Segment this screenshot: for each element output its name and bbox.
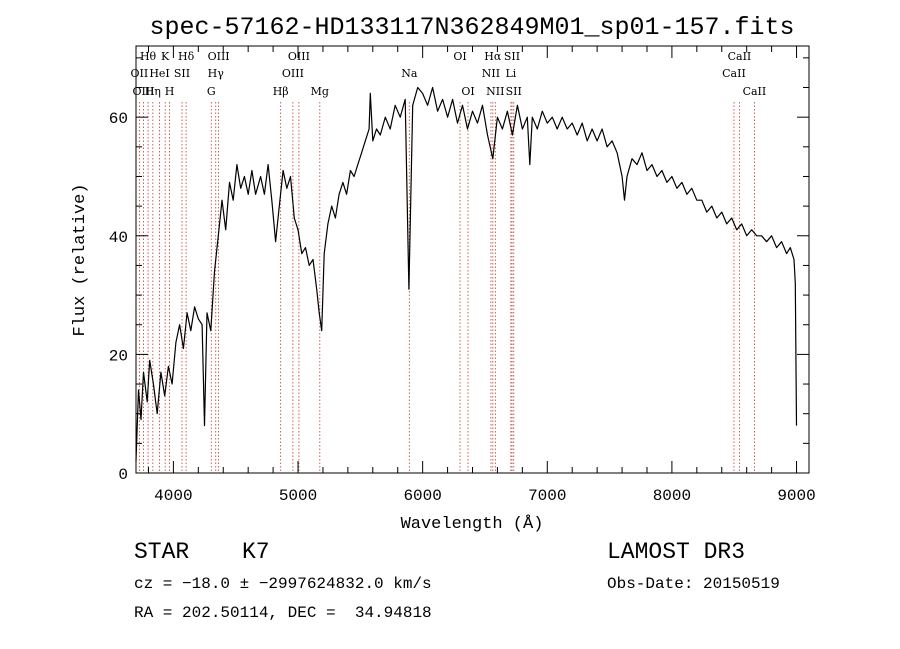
spectral-line-label-13: OIII: [282, 67, 304, 80]
spectral-line-label-26: CaII: [728, 50, 752, 63]
spectral-line-markers: OII OIII Hθ Hη HeI K H SII Hδ G Hγ OIII Hβ OIII OIII Mg…: [131, 50, 767, 473]
spectral-line-label-21: NII: [486, 85, 504, 98]
plot-frame: [135, 45, 810, 474]
y-tick-label: 40: [109, 229, 128, 247]
spectral-line-label-1: OIII: [132, 85, 154, 98]
spectral-line-label-5: K: [161, 50, 170, 63]
spectral-line-label-3: Hη: [145, 85, 161, 98]
spectral-line-label-15: Mg: [311, 85, 329, 98]
y-axis-label: Flux (relative): [71, 183, 90, 336]
spectral-line-label-4: HeI: [149, 67, 169, 80]
spectral-line-label-25: CaII: [722, 67, 746, 80]
coordinates-info: RA = 202.50114, DEC = 34.94818: [134, 604, 432, 622]
y-axis: 0 20 40 60: [109, 57, 809, 484]
spectral-line-label-7: SII: [174, 67, 190, 80]
spectrum-series: [135, 86, 798, 462]
x-tick-label: 7000: [528, 487, 566, 505]
redshift-info: cz = −18.0 ± −2997624832.0 km/s: [134, 575, 432, 593]
spectral-line-label-12: Hβ: [273, 85, 289, 98]
observation-date: Obs-Date: 20150519: [607, 575, 780, 593]
spectral-line-label-18: OI: [461, 85, 474, 98]
x-tick-label: 8000: [653, 487, 691, 505]
spectral-line-label-11: OIII: [208, 50, 230, 63]
object-subclass: K7: [242, 539, 270, 565]
spectral-line-label-2: Hθ: [140, 50, 157, 63]
y-tick-label: 20: [109, 347, 128, 365]
spectral-line-label-20: Hα: [484, 50, 502, 63]
spectral-line-label-0: OII: [131, 67, 149, 80]
spectral-line-label-22: Li: [505, 67, 516, 80]
x-tick-label: 9000: [777, 487, 815, 505]
spectral-line-label-24: SII: [506, 85, 522, 98]
spectral-line-label-19: NII: [482, 67, 500, 80]
spectrum-line-0: [135, 86, 798, 462]
chart-title: spec-57162-HD133117N362849M01_sp01-157.f…: [149, 13, 794, 42]
y-tick-label: 60: [109, 110, 128, 128]
spectral-line-label-17: OI: [453, 50, 466, 63]
x-axis-label: Wavelength (Å): [401, 515, 544, 534]
spectral-line-label-8: Hδ: [178, 50, 195, 63]
spectral-line-label-14: OIII: [288, 50, 310, 63]
spectral-line-label-27: CaII: [743, 85, 767, 98]
spectral-line-label-16: Na: [401, 67, 418, 80]
x-tick-label: 6000: [403, 487, 441, 505]
survey-name: LAMOST DR3: [607, 539, 746, 565]
object-class: STAR: [134, 539, 190, 565]
spectral-line-label-10: Hγ: [208, 67, 225, 80]
spectral-line-label-9: G: [207, 85, 216, 98]
x-tick-label: 5000: [279, 487, 317, 505]
y-tick-label: 0: [118, 466, 128, 484]
x-axis: 4000 5000 6000 7000 8000 9000: [147, 46, 816, 505]
spectral-line-label-23: SII: [504, 50, 520, 63]
x-tick-label: 4000: [154, 487, 192, 505]
spectral-line-label-6: H: [165, 85, 175, 98]
